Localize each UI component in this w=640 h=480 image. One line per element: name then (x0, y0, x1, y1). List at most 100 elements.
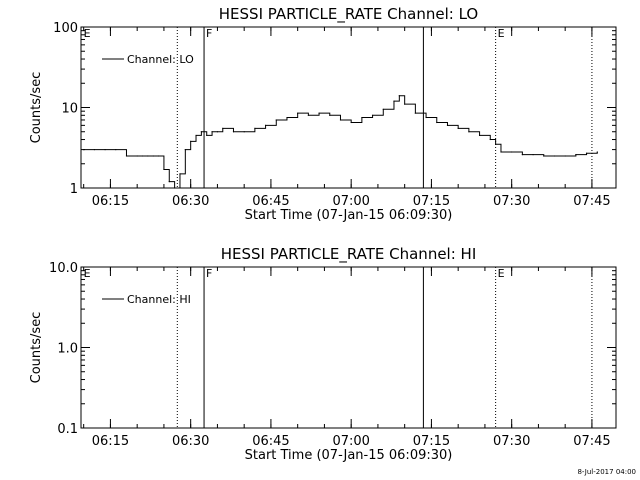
series-point (521, 153, 523, 156)
corner-event-label: E (84, 267, 91, 280)
chart-panel-1: HESSI PARTICLE_RATE Channel: LO 06:15 06:3… (29, 5, 617, 223)
plot-frame (80, 26, 617, 189)
y-tick-label: 1 (70, 182, 78, 197)
chart-panel-2: HESSI PARTICLE_RATE Channel: HI 06:15 06:3… (29, 245, 617, 463)
event-line-label: E (498, 267, 505, 280)
x-tick-label: 07:45 (573, 434, 610, 449)
series-point (157, 155, 160, 157)
series-point (532, 153, 534, 156)
series-point (297, 112, 299, 114)
series-point (141, 155, 144, 157)
series-point (543, 155, 545, 157)
corner-event-label: E (84, 27, 91, 40)
series-point (195, 134, 197, 137)
y-axis-label: Counts/sec (29, 312, 44, 384)
x-axis-label: Start Time (07-Jan-15 06:09:30) (245, 448, 453, 463)
y-tick-label: 10 (61, 102, 78, 117)
series-point (222, 127, 224, 130)
series-point (147, 155, 149, 157)
x-axis-label: Start Time (07-Jan-15 06:09:30) (245, 208, 453, 223)
series-point (350, 121, 352, 124)
series-point (318, 112, 320, 114)
series-point (468, 131, 470, 133)
series-point (489, 138, 491, 141)
series-point (254, 127, 256, 130)
series-point (425, 116, 427, 119)
x-tick-label: 06:45 (252, 434, 289, 449)
series-point (286, 116, 288, 119)
series-point (190, 140, 192, 142)
series-point (83, 148, 85, 151)
plot-frame (80, 266, 617, 429)
x-tick-label: 06:30 (172, 434, 209, 449)
series-point (216, 131, 219, 133)
y-tick-label: 0.1 (57, 422, 78, 437)
y-axis-label: Counts/sec (29, 72, 44, 144)
series-point (211, 131, 213, 133)
x-tick-label: 06:15 (92, 194, 129, 209)
series-point (596, 151, 598, 153)
series-point (371, 114, 374, 116)
series-point (232, 131, 235, 133)
series-point (564, 155, 566, 157)
series-point (115, 148, 117, 151)
series-point (93, 148, 95, 151)
series-point (361, 116, 363, 119)
event-line-label: F (206, 27, 212, 40)
series-point (404, 103, 406, 105)
series-point (575, 153, 577, 156)
x-tick-label: 06:15 (92, 434, 129, 449)
series-point (125, 155, 128, 157)
series-point (275, 119, 277, 121)
y-tick-label: 100 (53, 21, 78, 36)
x-tick-label: 07:00 (332, 194, 369, 209)
series-point (478, 134, 481, 137)
legend-label: Channel: HI (127, 293, 191, 306)
series-point (174, 187, 176, 189)
event-line-label: E (498, 27, 505, 40)
series-point (382, 108, 384, 110)
y-tick-label: 10.0 (49, 261, 78, 276)
series-point (436, 121, 438, 124)
legend-label: Channel: LO (127, 53, 194, 66)
series-point (104, 148, 106, 151)
series-point (457, 127, 459, 130)
chart-title: HESSI PARTICLE_RATE Channel: HI (221, 245, 477, 264)
series-point (398, 95, 400, 97)
series-point (179, 173, 181, 175)
series-point (184, 148, 186, 151)
series-point (511, 151, 513, 153)
x-tick-label: 06:45 (252, 194, 289, 209)
x-tick-label: 07:30 (493, 434, 530, 449)
chart-title: HESSI PARTICLE_RATE Channel: LO (219, 5, 478, 24)
series-point (168, 181, 170, 183)
series-point (152, 155, 154, 157)
x-tick-label: 07:15 (413, 434, 450, 449)
series-point (414, 112, 416, 114)
x-tick-label: 07:30 (493, 194, 530, 209)
x-tick-label: 07:45 (573, 194, 610, 209)
series-point (585, 152, 588, 154)
series-point (393, 100, 395, 102)
series-point (200, 131, 202, 133)
x-tick-label: 07:00 (332, 434, 369, 449)
footer-date: 8-Jul-2017 04:00 (577, 468, 636, 476)
series-point (446, 124, 449, 126)
event-line-label: F (206, 267, 212, 280)
series-point (307, 114, 309, 116)
series-point (329, 114, 331, 116)
series-line (83, 95, 598, 189)
x-tick-label: 06:30 (172, 194, 209, 209)
series-point (163, 168, 165, 171)
series-point (264, 124, 267, 126)
series-point (136, 155, 138, 157)
series-point (206, 134, 208, 137)
series-point (553, 155, 556, 157)
series-point (500, 151, 502, 153)
series-point (243, 131, 245, 133)
y-tick-label: 1.0 (57, 342, 78, 357)
series-point (495, 143, 497, 145)
series-point (339, 119, 342, 121)
x-tick-label: 07:15 (413, 194, 450, 209)
